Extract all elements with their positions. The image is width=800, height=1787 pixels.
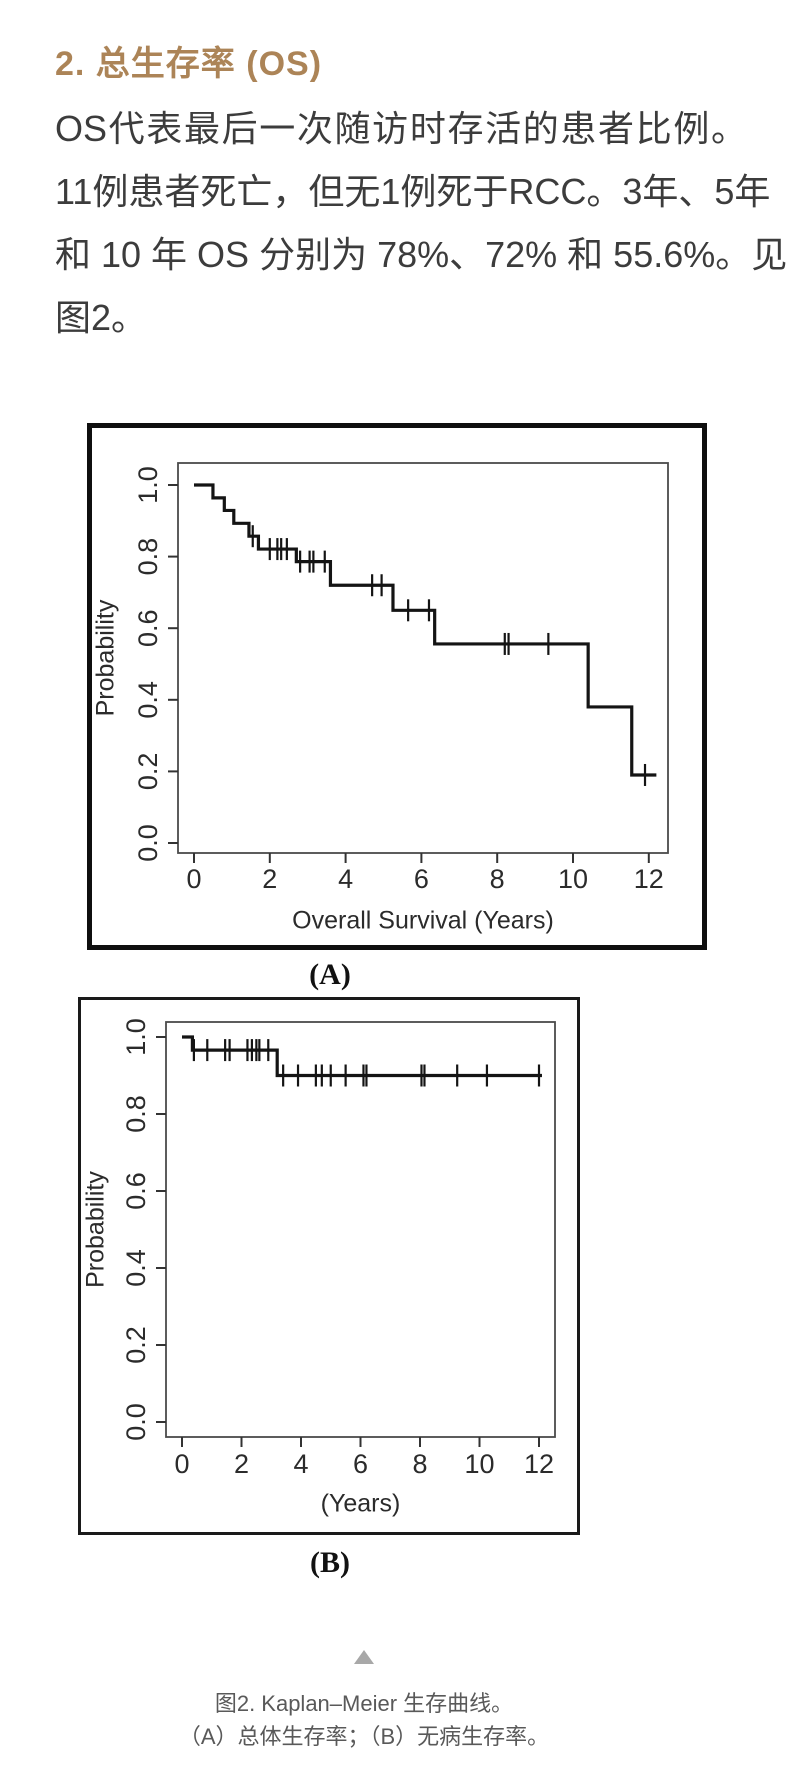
paragraph-line: 和 10 年 OS 分别为 78%、72% 和 55.6%。见 (55, 234, 788, 275)
paragraph-line: 11例患者死亡，但无1例死于RCC。3年、5年 (55, 171, 771, 212)
collapse-arrow-icon (354, 1650, 374, 1664)
km-chart-panel-a-frame (87, 423, 707, 950)
paragraph-line: OS代表最后一次随访时存活的患者比例。 (55, 108, 747, 149)
section-title: 2. 总生存率 (OS) (55, 45, 323, 83)
panel-b-label: (B) (310, 1546, 350, 1579)
paragraph-line: 图2。 (55, 297, 148, 338)
figure-caption-title: 图2. Kaplan–Meier 生存曲线。 (214, 1691, 514, 1716)
figure-caption-subtitle: （A）总体生存率；（B）无病生存率。 (178, 1724, 550, 1749)
panel-a-label: (A) (309, 958, 351, 991)
km-chart-panel-b-frame (78, 997, 580, 1535)
